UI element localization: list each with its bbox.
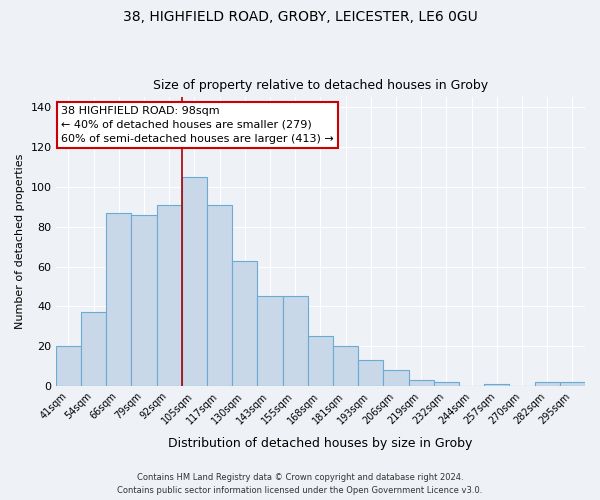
Bar xyxy=(283,296,308,386)
Bar xyxy=(333,346,358,386)
Bar xyxy=(157,205,182,386)
Title: Size of property relative to detached houses in Groby: Size of property relative to detached ho… xyxy=(153,79,488,92)
Bar xyxy=(484,384,509,386)
Bar xyxy=(81,312,106,386)
Y-axis label: Number of detached properties: Number of detached properties xyxy=(15,154,25,330)
Bar xyxy=(308,336,333,386)
Bar xyxy=(207,205,232,386)
Bar xyxy=(358,360,383,386)
Bar xyxy=(232,260,257,386)
X-axis label: Distribution of detached houses by size in Groby: Distribution of detached houses by size … xyxy=(168,437,473,450)
Bar xyxy=(535,382,560,386)
Bar xyxy=(434,382,459,386)
Bar xyxy=(106,213,131,386)
Text: Contains HM Land Registry data © Crown copyright and database right 2024.
Contai: Contains HM Land Registry data © Crown c… xyxy=(118,474,482,495)
Text: 38, HIGHFIELD ROAD, GROBY, LEICESTER, LE6 0GU: 38, HIGHFIELD ROAD, GROBY, LEICESTER, LE… xyxy=(122,10,478,24)
Bar xyxy=(56,346,81,386)
Bar xyxy=(409,380,434,386)
Bar xyxy=(182,177,207,386)
Bar xyxy=(257,296,283,386)
Bar xyxy=(560,382,585,386)
Bar xyxy=(383,370,409,386)
Text: 38 HIGHFIELD ROAD: 98sqm
← 40% of detached houses are smaller (279)
60% of semi-: 38 HIGHFIELD ROAD: 98sqm ← 40% of detach… xyxy=(61,106,334,144)
Bar xyxy=(131,215,157,386)
